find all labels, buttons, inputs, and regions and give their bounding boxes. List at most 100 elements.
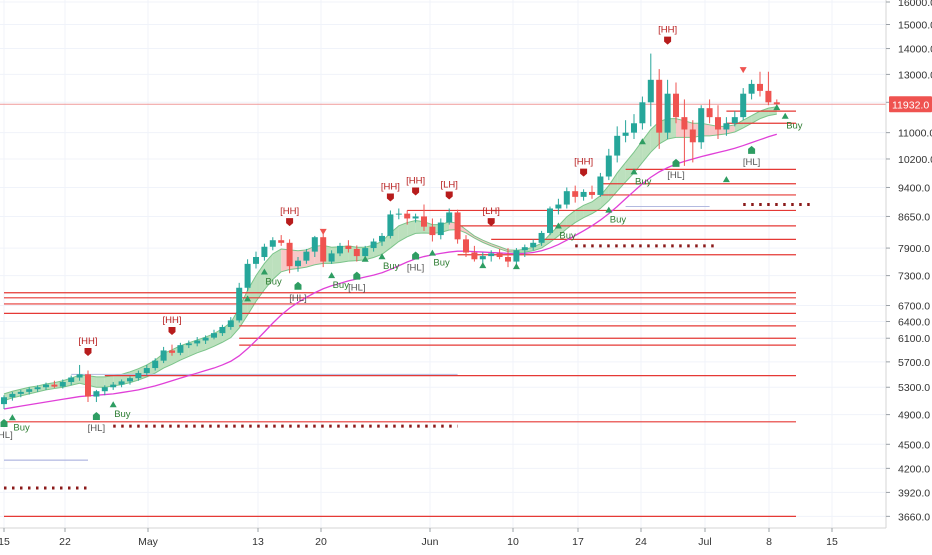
- high-marker-label: [HH]: [381, 181, 400, 192]
- candle-body: [505, 257, 511, 262]
- x-tick-label: 10: [507, 536, 519, 548]
- candle-body: [1, 397, 7, 405]
- buy-triangle-icon: [8, 414, 16, 421]
- up-triangle-icon: [638, 138, 646, 145]
- candle-body: [236, 287, 243, 321]
- high-marker-label: [HH]: [406, 176, 425, 187]
- candle-body: [698, 108, 705, 143]
- candle-body: [538, 232, 545, 243]
- y-tick-label: 6100.0: [898, 333, 930, 345]
- candle-body: [202, 337, 209, 341]
- candle-body: [101, 387, 108, 392]
- candle-body: [34, 387, 41, 390]
- candle-body: [9, 393, 16, 398]
- candle-body: [269, 240, 276, 247]
- cloud-segment: [96, 376, 105, 388]
- up-triangle-icon: [722, 176, 730, 183]
- up-triangle-icon: [479, 262, 487, 269]
- time-axis: 15 22 May 13 20 Jun 10 17 24 Jul 8 15: [0, 528, 838, 548]
- candle-body: [311, 237, 318, 252]
- x-tick-label: Jun: [422, 536, 439, 548]
- signal-markers: [HH] [HH] [HH] [HH] [HH] [LH] [LH] [HH] [HH] [HL]…: [0, 25, 803, 441]
- low-marker-icon: [294, 281, 302, 290]
- cloud-segment: [600, 185, 609, 209]
- high-marker-icon: [580, 168, 588, 177]
- cloud-segment: [583, 201, 592, 218]
- candle-body: [555, 204, 562, 209]
- candle-body: [110, 384, 117, 388]
- last-price-label: 11932.0: [892, 99, 929, 111]
- y-tick-label: 6700.0: [898, 301, 930, 313]
- candle-body: [580, 191, 587, 197]
- candle-body: [597, 176, 604, 195]
- buy-triangle-icon: [109, 401, 117, 408]
- low-marker-label: [HL]: [348, 283, 365, 294]
- high-marker-label: [HH]: [79, 336, 98, 347]
- candle-body: [740, 93, 747, 118]
- candle-body: [68, 377, 75, 383]
- up-triangle-icon: [244, 295, 252, 302]
- buy-triangle-icon: [260, 268, 268, 275]
- candle-body: [17, 391, 24, 394]
- buy-triangle-icon: [554, 222, 562, 229]
- candle-body: [320, 237, 327, 262]
- high-marker-icon: [286, 218, 294, 227]
- candle-body: [488, 253, 495, 257]
- y-tick-label: 15000.0: [898, 20, 932, 32]
- cloud-segment: [491, 243, 500, 249]
- low-marker-icon: [92, 412, 100, 421]
- y-tick-label: 5700.0: [898, 357, 930, 369]
- cloud-segment: [247, 275, 256, 316]
- candle-body: [177, 345, 184, 353]
- cloud-segment: [608, 172, 618, 201]
- candle-body: [76, 374, 83, 378]
- candle-body: [143, 368, 150, 374]
- candle-body: [43, 384, 49, 388]
- buy-signal-label: Buy: [114, 409, 131, 420]
- y-tick-label: 8650.0: [898, 211, 930, 223]
- cloud-segment: [46, 382, 55, 390]
- high-marker-icon: [412, 187, 420, 196]
- candle-body: [286, 242, 293, 267]
- cloud-segment: [272, 248, 282, 280]
- cloud-segment: [541, 234, 550, 249]
- buy-triangle-icon: [630, 168, 638, 175]
- y-tick-label: 11000.0: [898, 128, 932, 140]
- candle-body: [681, 117, 688, 130]
- candle-body: [479, 256, 486, 260]
- candle-body: [194, 340, 201, 344]
- high-marker-icon: [664, 36, 672, 45]
- candle-body: [731, 117, 738, 124]
- candle-body: [278, 240, 285, 243]
- candle-body: [160, 350, 167, 361]
- down-triangle-icon: [739, 67, 747, 74]
- candle-body: [547, 208, 553, 233]
- high-marker-label: [HH]: [163, 315, 182, 326]
- buy-triangle-icon: [328, 272, 336, 279]
- high-marker-icon: [487, 218, 495, 227]
- high-marker-label: [HH]: [280, 206, 299, 217]
- up-triangle-icon: [773, 104, 781, 111]
- candle-body: [572, 191, 579, 197]
- candle-body: [513, 250, 520, 262]
- candle-body: [563, 191, 570, 205]
- candle-body: [656, 79, 663, 133]
- candle-body: [622, 132, 629, 136]
- candle-body: [404, 213, 411, 219]
- low-marker-label: [HL]: [743, 157, 760, 168]
- high-marker-icon: [84, 347, 92, 356]
- y-tick-label: 5300.0: [898, 382, 930, 394]
- candle-body: [127, 378, 133, 382]
- candle-body: [673, 93, 679, 118]
- cloud-segment: [407, 220, 416, 237]
- candle-body: [748, 83, 755, 94]
- high-marker-label: [LH]: [440, 179, 457, 190]
- candle-body: [152, 360, 159, 369]
- candle-body: [295, 260, 301, 267]
- low-marker-icon: [412, 251, 420, 260]
- candle-body: [765, 90, 772, 103]
- candle-body: [169, 350, 175, 353]
- candle-body: [723, 123, 730, 130]
